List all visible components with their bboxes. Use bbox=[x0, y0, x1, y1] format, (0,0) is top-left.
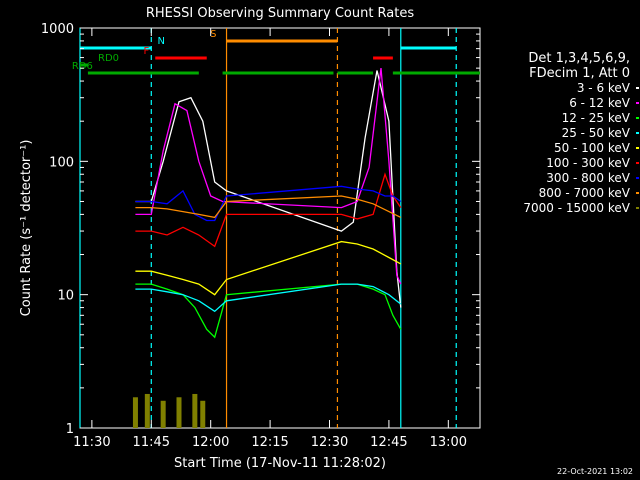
series-line bbox=[135, 240, 402, 296]
y-tick-label: 1000 bbox=[41, 22, 74, 37]
series-line bbox=[135, 172, 402, 248]
legend-entry: 100 - 300 keV bbox=[546, 156, 630, 170]
x-tick-label: 12:15 bbox=[251, 435, 288, 450]
state-bar-label: S bbox=[210, 29, 216, 40]
legend-entry: 50 - 100 keV bbox=[554, 141, 631, 155]
legend-entry: 12 - 25 keV bbox=[562, 111, 631, 125]
state-bar-label: F bbox=[143, 46, 149, 57]
y-tick-label: 100 bbox=[49, 155, 74, 170]
plot-border bbox=[79, 27, 481, 429]
x-tick-label: 11:45 bbox=[133, 435, 170, 450]
state-bar-label: RD0 bbox=[98, 53, 119, 64]
series-line bbox=[135, 185, 402, 222]
series-line bbox=[135, 195, 402, 219]
series-line bbox=[135, 70, 402, 308]
legend-entry: 6 - 12 keV bbox=[569, 96, 631, 110]
series-layer bbox=[132, 68, 402, 428]
axes: 11:30 11:45 12:00 12:15 12:30 12:45 13:00 1 10 10… bbox=[41, 22, 480, 450]
legend-entry: 3 - 6 keV bbox=[577, 81, 631, 95]
y-axis-label: Count Rate (s⁻¹ detector⁻¹) bbox=[19, 140, 34, 317]
series-line bbox=[135, 68, 402, 285]
legend-entry: 25 - 50 keV bbox=[562, 126, 631, 140]
observing-state-bars: RD0 RD6 NF S bbox=[72, 29, 480, 75]
legend-header: Det 1,3,4,5,6,9, bbox=[528, 51, 630, 66]
y-tick-label: 10 bbox=[57, 289, 74, 304]
legend-entry: 800 - 7000 keV bbox=[539, 186, 631, 200]
series-line bbox=[135, 283, 402, 313]
x-tick-label: 13:00 bbox=[430, 435, 467, 450]
legend-header: FDecim 1, Att 0 bbox=[529, 66, 630, 81]
state-bar-label: RD6 bbox=[72, 61, 93, 72]
x-tick-label: 11:30 bbox=[73, 435, 110, 450]
legend: Det 1,3,4,5,6,9,FDecim 1, Att 03 - 6 keV… bbox=[523, 51, 639, 215]
vertical-marker-lines bbox=[79, 28, 457, 428]
x-axis-label: Start Time (17-Nov-11 11:28:02) bbox=[174, 456, 386, 471]
generation-timestamp: 22-Oct-2021 13:02 bbox=[557, 467, 633, 476]
x-tick-label: 12:45 bbox=[370, 435, 407, 450]
legend-entry: 7000 - 15000 keV bbox=[523, 201, 630, 215]
y-tick-label: 1 bbox=[66, 422, 74, 437]
chart-title: RHESSI Observing Summary Count Rates bbox=[146, 6, 415, 21]
legend-entry: 300 - 800 keV bbox=[546, 171, 630, 185]
x-tick-label: 12:30 bbox=[311, 435, 348, 450]
state-bar-label: N bbox=[158, 36, 165, 47]
series-line bbox=[135, 283, 402, 339]
plot-frame bbox=[79, 27, 481, 429]
x-tick-label: 12:00 bbox=[192, 435, 229, 450]
